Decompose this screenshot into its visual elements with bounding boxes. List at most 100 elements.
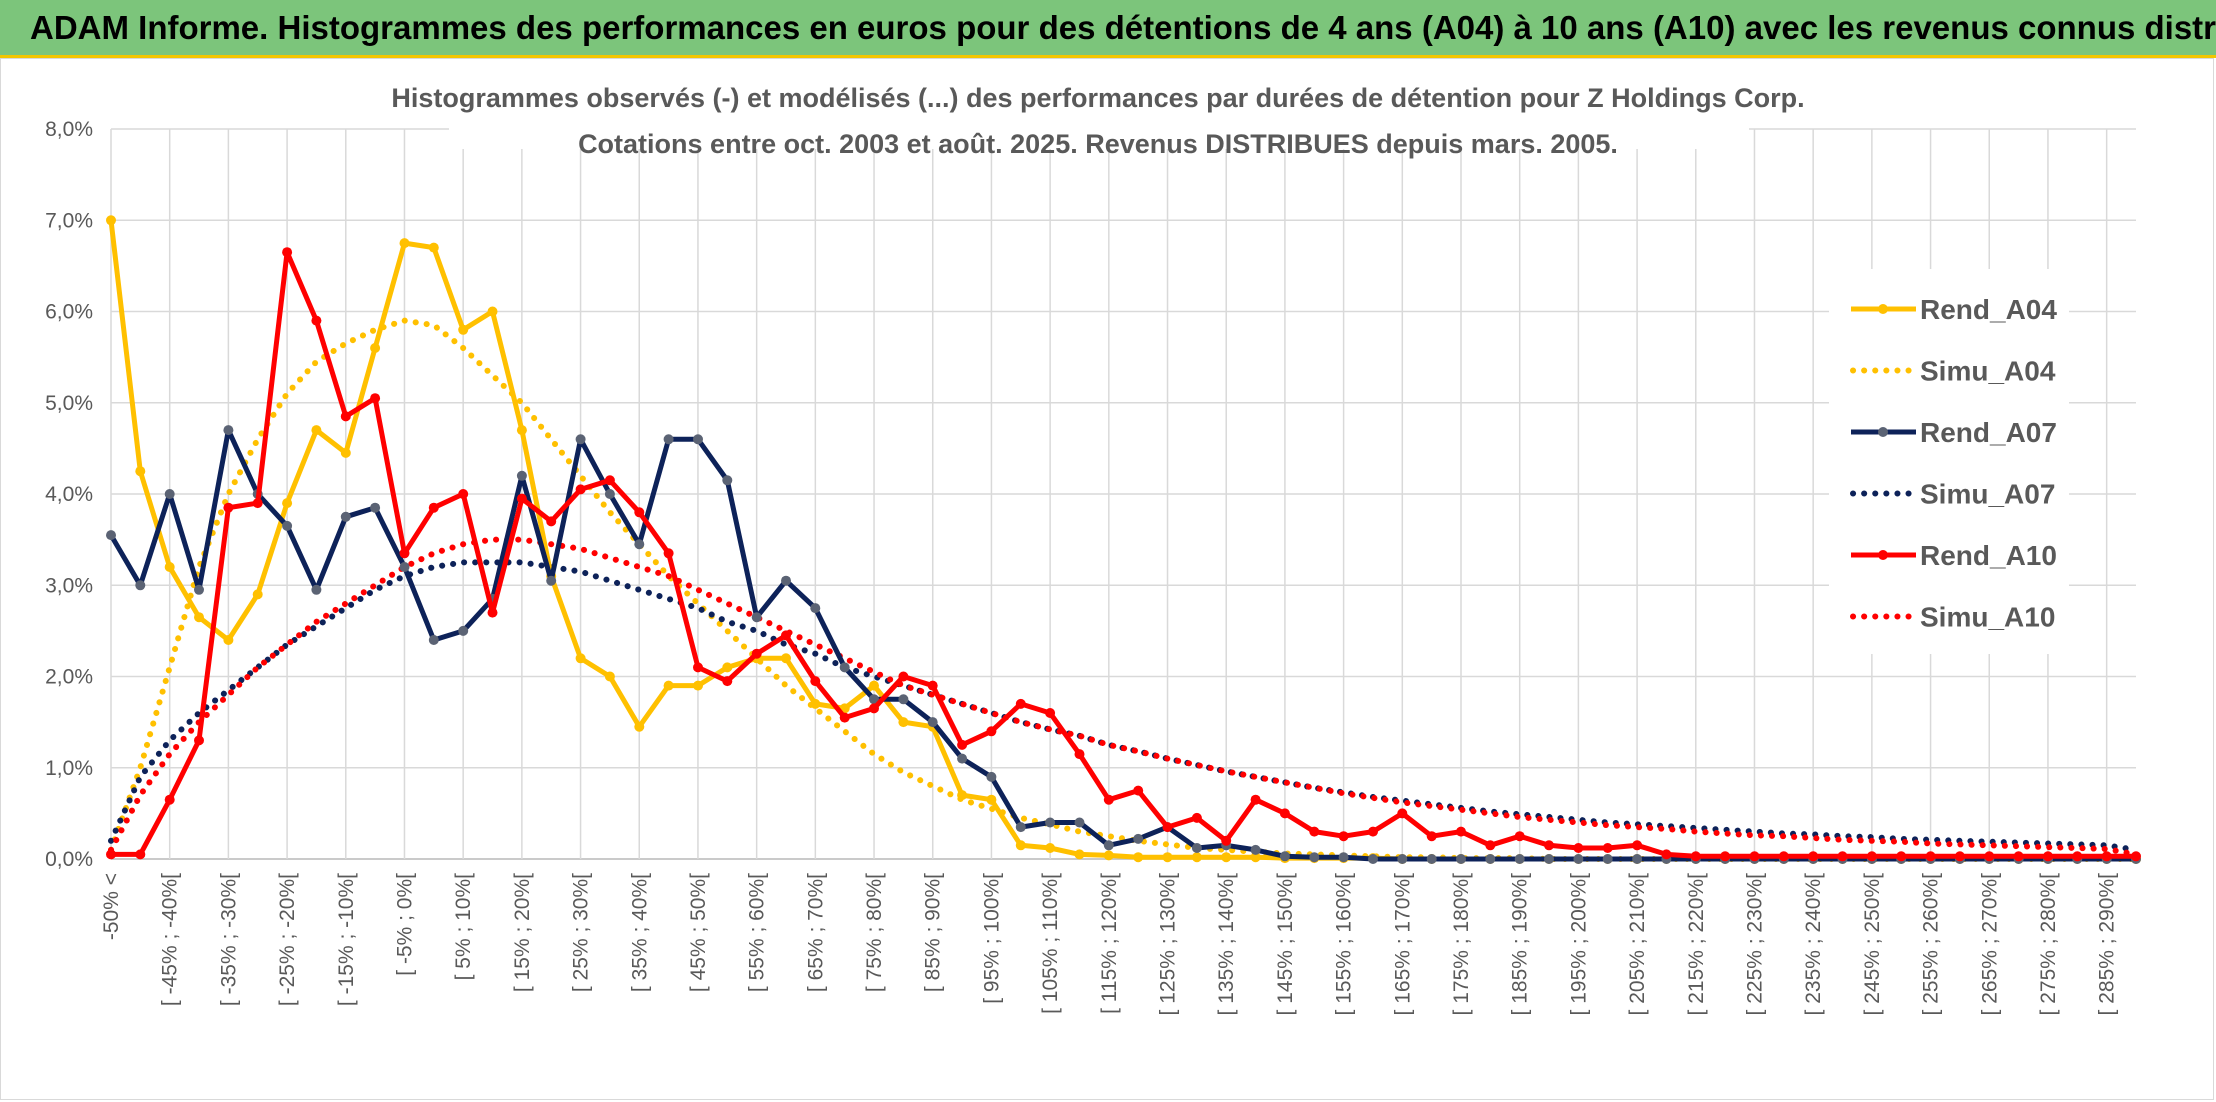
data-point [604,489,615,499]
legend-label: Simu_A10 [1920,602,2055,633]
x-tick-label: [ 215% ; 220%[ [1685,873,1708,1016]
data-point [399,238,410,249]
data-point [516,425,527,436]
data-point [2101,851,2112,862]
chart-frame: 0,0% 1,0% 2,0% 3,0% 4,0% 5,0% 6,0% 7,0% 8,0% -50… [0,58,2214,1100]
data-point [1133,833,1144,844]
data-point [927,717,938,728]
data-point [663,548,674,559]
x-tick-label: [ 185% ; 190%[ [1509,873,1532,1016]
y-axis-ticks: 0,0% 1,0% 2,0% 3,0% 4,0% 5,0% 6,0% 7,0% 8,0% [45,118,93,871]
data-point [1602,854,1613,864]
data-point [2072,851,2083,862]
data-point [781,575,791,586]
data-point [575,653,586,664]
data-point [399,548,410,559]
series-line [108,427,2136,862]
banner: ADAM Informe. Histogrammes des performan… [0,0,2216,58]
x-tick-label: [ -15% ; -10%[ [335,873,358,1006]
data-point [604,475,615,486]
x-tick-label: [ 265% ; 270%[ [1978,873,2001,1016]
data-point [898,694,909,705]
x-tick-label: [ 165% ; 170%[ [1391,873,1414,1016]
y-tick-label: 4,0% [45,483,93,506]
series-line [111,249,2136,859]
data-point [986,771,997,782]
data-point [2131,851,2141,862]
data-point [340,511,351,522]
data-point [1191,852,1202,863]
data-point [1456,826,1466,837]
legend-item: Rend_A07 [1851,417,2057,448]
data-point [1045,817,1056,828]
data-point [1632,840,1643,851]
data-point [516,470,527,481]
data-point [1397,808,1408,819]
x-tick-label: -50% < [100,873,123,940]
data-point [1015,840,1026,851]
data-point [1837,851,1848,862]
data-point [751,612,762,623]
data-point [135,849,146,860]
x-tick-label: [ 45% ; 50%[ [687,873,710,992]
x-tick-label: [ 25% ; 30%[ [570,873,593,992]
x-tick-label: [ -35% ; -30%[ [217,873,240,1006]
data-point [458,625,469,636]
x-tick-label: [ 125% ; 130%[ [1157,873,1180,1016]
chart-subtitle: Cotations entre oct. 2003 et août. 2025.… [578,129,1618,159]
data-point [1191,812,1202,823]
legend-item: Simu_A04 [1850,356,2056,387]
data-point [1954,851,1965,862]
x-tick-label: [ 35% ; 40%[ [628,873,651,992]
y-tick-label: 5,0% [45,392,93,415]
data-point [106,215,116,226]
data-point [282,520,293,531]
legend-background [1829,269,2069,654]
data-point [487,607,498,618]
data-point [1602,843,1613,853]
data-point [722,475,733,486]
data-point [1338,852,1349,863]
legend-label: Rend_A04 [1920,294,2057,325]
data-point [869,680,879,691]
data-point [957,753,968,764]
data-point [1426,854,1437,864]
data-point [428,502,439,513]
data-point [282,498,293,509]
data-point [1397,854,1408,864]
data-point [1162,852,1173,863]
banner-title: ADAM Informe. Histogrammes des performan… [30,9,2216,46]
x-tick-label: [ 155% ; 160%[ [1333,873,1356,1016]
data-point [252,589,263,600]
data-point [194,735,204,746]
legend-label: Rend_A10 [1920,540,2057,571]
data-point [1103,850,1114,861]
data-point [223,425,234,436]
data-point [1485,854,1496,864]
title-background [449,69,1749,149]
data-point [810,698,821,709]
data-point [546,575,557,586]
data-point [1309,826,1320,837]
data-point [1074,817,1085,828]
data-point [927,680,938,691]
data-point [487,306,498,317]
x-tick-label: [ 95% ; 100%[ [980,873,1003,1004]
data-point [106,849,116,860]
x-tick-label: [ 275% ; 280%[ [2037,873,2060,1016]
data-point [311,425,322,436]
data-point [1573,854,1584,864]
data-point [1544,840,1554,851]
data-point [1368,826,1378,837]
data-point [1514,854,1525,864]
data-point [135,580,146,591]
data-point [194,612,204,623]
data-point [693,680,703,691]
data-point [1573,843,1584,853]
data-point [1485,840,1496,851]
data-point [1925,851,1936,862]
legend-item: Simu_A10 [1850,602,2055,633]
legend: Rend_A04 Simu_A04 Rend_A07 Simu_A07 Rend_A10… [1829,269,2069,654]
x-tick-label: [ -45% ; -40%[ [159,873,182,1006]
chart-title-group: Histogrammes observés (-) et modélisés (… [391,69,1805,159]
